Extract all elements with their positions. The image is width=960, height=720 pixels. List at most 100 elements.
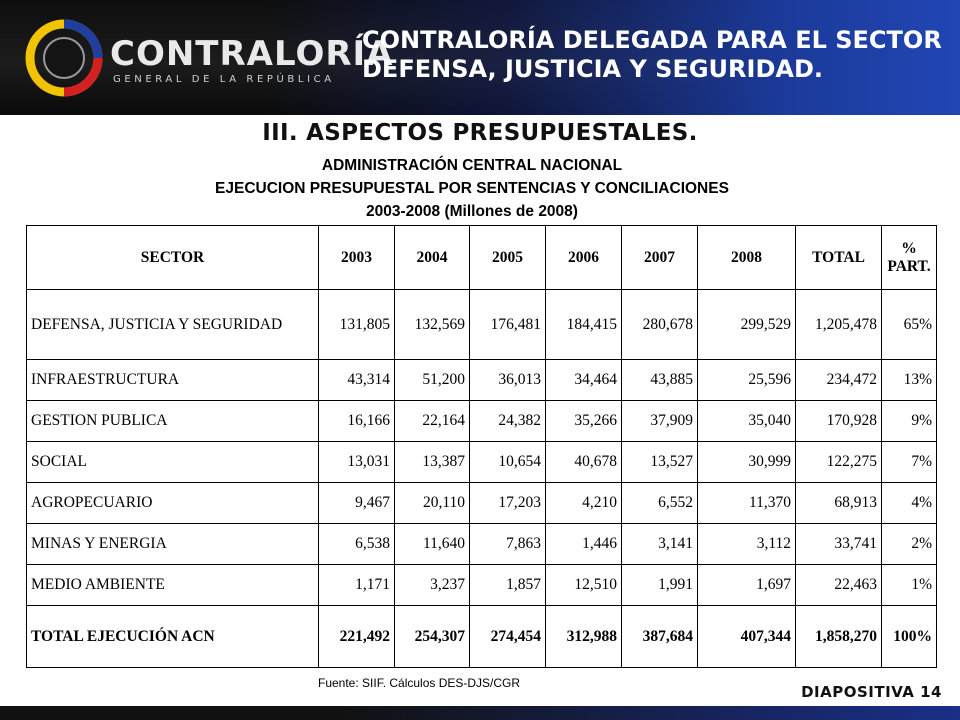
value-cell: 22,164 — [394, 400, 470, 442]
value-cell: 43,885 — [621, 359, 698, 401]
sector-cell: DEFENSA, JUSTICIA Y SEGURIDAD — [26, 289, 319, 360]
value-cell: 1,857 — [469, 564, 546, 606]
total-percent-cell: 100% — [881, 605, 937, 668]
header-title: CONTRALORÍA DELEGADA PARA EL SECTOR DEFE… — [362, 26, 952, 84]
column-header-2005: 2005 — [469, 225, 546, 290]
value-cell: 9,467 — [318, 482, 395, 524]
column-header-2003: 2003 — [318, 225, 395, 290]
value-cell: 24,382 — [469, 400, 546, 442]
total-value-cell: 407,344 — [697, 605, 796, 668]
value-cell: 132,569 — [394, 289, 470, 360]
total-cell: 22,463 — [795, 564, 882, 606]
value-cell: 3,112 — [697, 523, 796, 565]
column-header-part: % PART. — [881, 225, 937, 290]
value-cell: 25,596 — [697, 359, 796, 401]
logo-emblem-icon — [25, 19, 103, 97]
value-cell: 11,640 — [394, 523, 470, 565]
total-value-cell: 312,988 — [545, 605, 622, 668]
sector-cell: MEDIO AMBIENTE — [26, 564, 319, 606]
percent-cell: 65% — [881, 289, 937, 360]
sector-cell: SOCIAL — [26, 441, 319, 483]
sector-cell: MINAS Y ENERGIA — [26, 523, 319, 565]
value-cell: 40,678 — [545, 441, 622, 483]
percent-cell: 9% — [881, 400, 937, 442]
table-row: SOCIAL 13,031 13,387 10,654 40,678 13,52… — [26, 441, 937, 483]
table-header-row: SECTOR 2003 2004 2005 2006 2007 2008 TOT… — [26, 225, 937, 290]
value-cell: 34,464 — [545, 359, 622, 401]
value-cell: 4,210 — [545, 482, 622, 524]
source-note: Fuente: SIIF. Cálculos DES-DJS/CGR — [318, 676, 521, 690]
value-cell: 184,415 — [545, 289, 622, 360]
value-cell: 12,510 — [545, 564, 622, 606]
subtitle-period: 2003-2008 (Millones de 2008) — [366, 203, 578, 220]
value-cell: 280,678 — [621, 289, 698, 360]
grand-total-cell: 1,858,270 — [795, 605, 882, 668]
total-cell: 1,205,478 — [795, 289, 882, 360]
value-cell: 13,387 — [394, 441, 470, 483]
total-cell: 234,472 — [795, 359, 882, 401]
column-header-sector: SECTOR — [26, 225, 319, 290]
percent-cell: 1% — [881, 564, 937, 606]
header-title-line-2: DEFENSA, JUSTICIA Y SEGURIDAD. — [362, 55, 823, 83]
column-header-2008: 2008 — [697, 225, 796, 290]
value-cell: 51,200 — [394, 359, 470, 401]
value-cell: 11,370 — [697, 482, 796, 524]
table-row: INFRAESTRUCTURA 43,314 51,200 36,013 34,… — [26, 359, 937, 401]
page-title: III. ASPECTOS PRESUPUESTALES. — [262, 120, 698, 146]
value-cell: 1,697 — [697, 564, 796, 606]
logo-wordmark: CONTRALORÍA — [110, 34, 394, 74]
subtitle-description: EJECUCION PRESUPUESTAL POR SENTENCIAS Y … — [215, 180, 729, 197]
value-cell: 35,266 — [545, 400, 622, 442]
column-header-2004: 2004 — [394, 225, 470, 290]
total-cell: 33,741 — [795, 523, 882, 565]
total-cell: 170,928 — [795, 400, 882, 442]
total-label-cell: TOTAL EJECUCIÓN ACN — [26, 605, 319, 668]
column-header-2006: 2006 — [545, 225, 622, 290]
value-cell: 7,863 — [469, 523, 546, 565]
value-cell: 1,446 — [545, 523, 622, 565]
total-cell: 122,275 — [795, 441, 882, 483]
value-cell: 3,237 — [394, 564, 470, 606]
header-title-line-1: CONTRALORÍA DELEGADA PARA EL SECTOR — [362, 26, 942, 54]
column-header-2007: 2007 — [621, 225, 698, 290]
footer-bar — [0, 706, 960, 720]
percent-cell: 13% — [881, 359, 937, 401]
value-cell: 13,031 — [318, 441, 395, 483]
table-row: MEDIO AMBIENTE 1,171 3,237 1,857 12,510 … — [26, 564, 937, 606]
budget-table: SECTOR 2003 2004 2005 2006 2007 2008 TOT… — [26, 225, 937, 668]
value-cell: 37,909 — [621, 400, 698, 442]
header-banner: CONTRALORÍA GENERAL DE LA REPÚBLICA CONT… — [0, 0, 960, 115]
value-cell: 6,538 — [318, 523, 395, 565]
logo-subtitle: GENERAL DE LA REPÚBLICA — [113, 74, 335, 85]
percent-cell: 4% — [881, 482, 937, 524]
total-value-cell: 387,684 — [621, 605, 698, 668]
column-header-total: TOTAL — [795, 225, 882, 290]
value-cell: 3,141 — [621, 523, 698, 565]
value-cell: 1,171 — [318, 564, 395, 606]
percent-cell: 7% — [881, 441, 937, 483]
percent-cell: 2% — [881, 523, 937, 565]
value-cell: 6,552 — [621, 482, 698, 524]
value-cell: 43,314 — [318, 359, 395, 401]
table-row: DEFENSA, JUSTICIA Y SEGURIDAD 131,805 13… — [26, 289, 937, 360]
value-cell: 176,481 — [469, 289, 546, 360]
subtitle-entity: ADMINISTRACIÓN CENTRAL NACIONAL — [321, 157, 623, 174]
sector-cell: GESTION PUBLICA — [26, 400, 319, 442]
value-cell: 10,654 — [469, 441, 546, 483]
value-cell: 36,013 — [469, 359, 546, 401]
table-row: GESTION PUBLICA 16,166 22,164 24,382 35,… — [26, 400, 937, 442]
total-value-cell: 254,307 — [394, 605, 470, 668]
table-row: AGROPECUARIO 9,467 20,110 17,203 4,210 6… — [26, 482, 937, 524]
header-blue-gradient — [260, 0, 960, 115]
total-value-cell: 221,492 — [318, 605, 395, 668]
sector-cell: AGROPECUARIO — [26, 482, 319, 524]
sector-cell: INFRAESTRUCTURA — [26, 359, 319, 401]
total-value-cell: 274,454 — [469, 605, 546, 668]
total-cell: 68,913 — [795, 482, 882, 524]
contraloria-logo: CONTRALORÍA GENERAL DE LA REPÚBLICA — [22, 14, 393, 104]
value-cell: 35,040 — [697, 400, 796, 442]
value-cell: 16,166 — [318, 400, 395, 442]
value-cell: 13,527 — [621, 441, 698, 483]
value-cell: 299,529 — [697, 289, 796, 360]
table-total-row: TOTAL EJECUCIÓN ACN 221,492 254,307 274,… — [26, 605, 937, 668]
